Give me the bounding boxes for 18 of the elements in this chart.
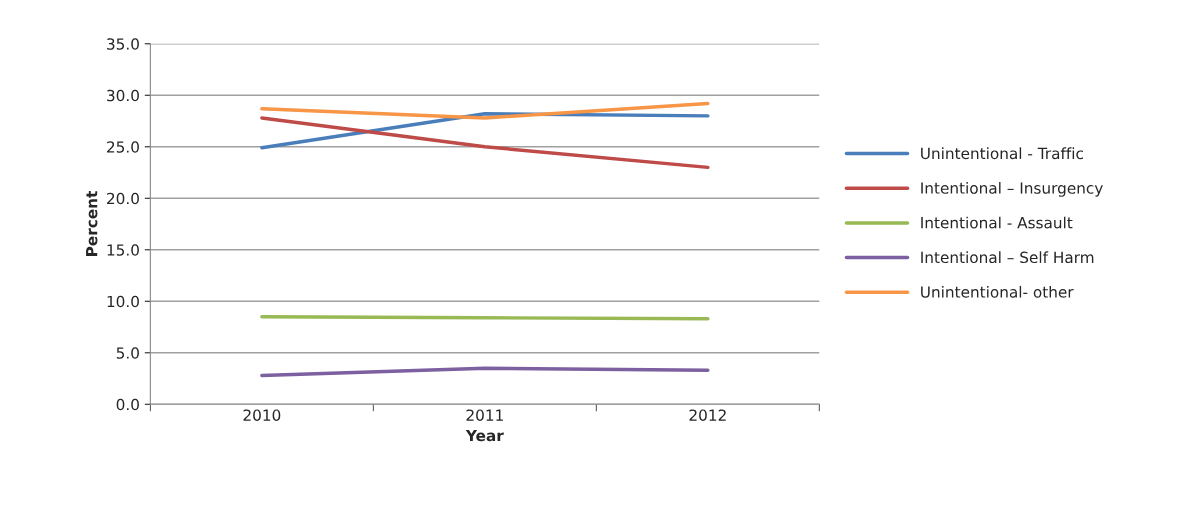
x-tick-label: 2011 — [466, 409, 503, 421]
y-tick-label: 15.0 — [107, 244, 139, 256]
x-tick-label: 2012 — [689, 409, 726, 421]
y-tick-label: 20.0 — [107, 192, 139, 205]
legend-label: Unintentional- other — [921, 285, 1074, 298]
y-axis-title: Percent — [86, 191, 98, 256]
y-tick-label: 30.0 — [107, 89, 139, 102]
x-tick-label: 2010 — [243, 409, 281, 421]
y-tick-label: 10.0 — [107, 295, 139, 308]
y-tick-label: 0.0 — [116, 398, 139, 411]
legend-label: Unintentional - Traffic — [921, 147, 1083, 160]
legend-label: Intentional – Self Harm — [921, 251, 1094, 264]
y-tick-label: 35.0 — [107, 38, 139, 50]
x-axis-title: Year — [465, 429, 504, 442]
y-tick-label: 25.0 — [107, 141, 139, 153]
legend-label: Intentional – Insurgency — [921, 181, 1103, 197]
y-tick-label: 5.0 — [116, 347, 139, 359]
legend-label: Intentional - Assault — [921, 216, 1073, 229]
